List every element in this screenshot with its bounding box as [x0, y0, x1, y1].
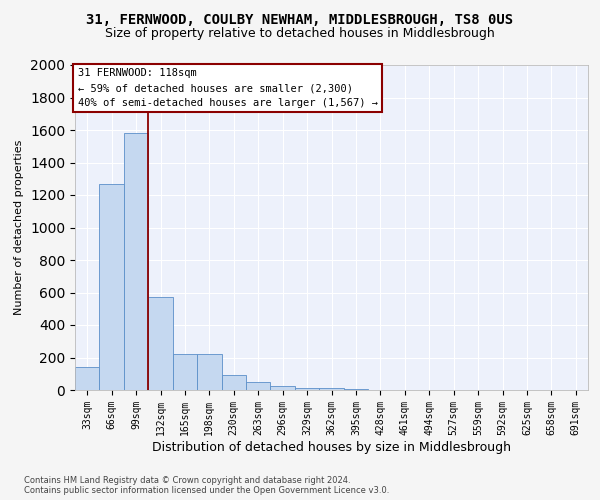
Bar — [148, 298, 173, 390]
Bar — [246, 382, 271, 390]
Text: 31 FERNWOOD: 118sqm
← 59% of detached houses are smaller (2,300)
40% of semi-det: 31 FERNWOOD: 118sqm ← 59% of detached ho… — [77, 68, 377, 108]
X-axis label: Distribution of detached houses by size in Middlesbrough: Distribution of detached houses by size … — [152, 440, 511, 454]
Bar — [100, 184, 124, 390]
Bar — [221, 374, 246, 390]
Bar — [75, 367, 100, 390]
Bar — [197, 354, 221, 390]
Bar — [271, 386, 295, 390]
Bar — [344, 389, 368, 390]
Bar — [295, 388, 319, 390]
Text: Size of property relative to detached houses in Middlesbrough: Size of property relative to detached ho… — [105, 28, 495, 40]
Bar — [173, 354, 197, 390]
Y-axis label: Number of detached properties: Number of detached properties — [14, 140, 25, 315]
Text: 31, FERNWOOD, COULBY NEWHAM, MIDDLESBROUGH, TS8 0US: 31, FERNWOOD, COULBY NEWHAM, MIDDLESBROU… — [86, 12, 514, 26]
Bar — [319, 388, 344, 390]
Bar — [124, 133, 148, 390]
Text: Contains HM Land Registry data © Crown copyright and database right 2024.
Contai: Contains HM Land Registry data © Crown c… — [24, 476, 389, 495]
